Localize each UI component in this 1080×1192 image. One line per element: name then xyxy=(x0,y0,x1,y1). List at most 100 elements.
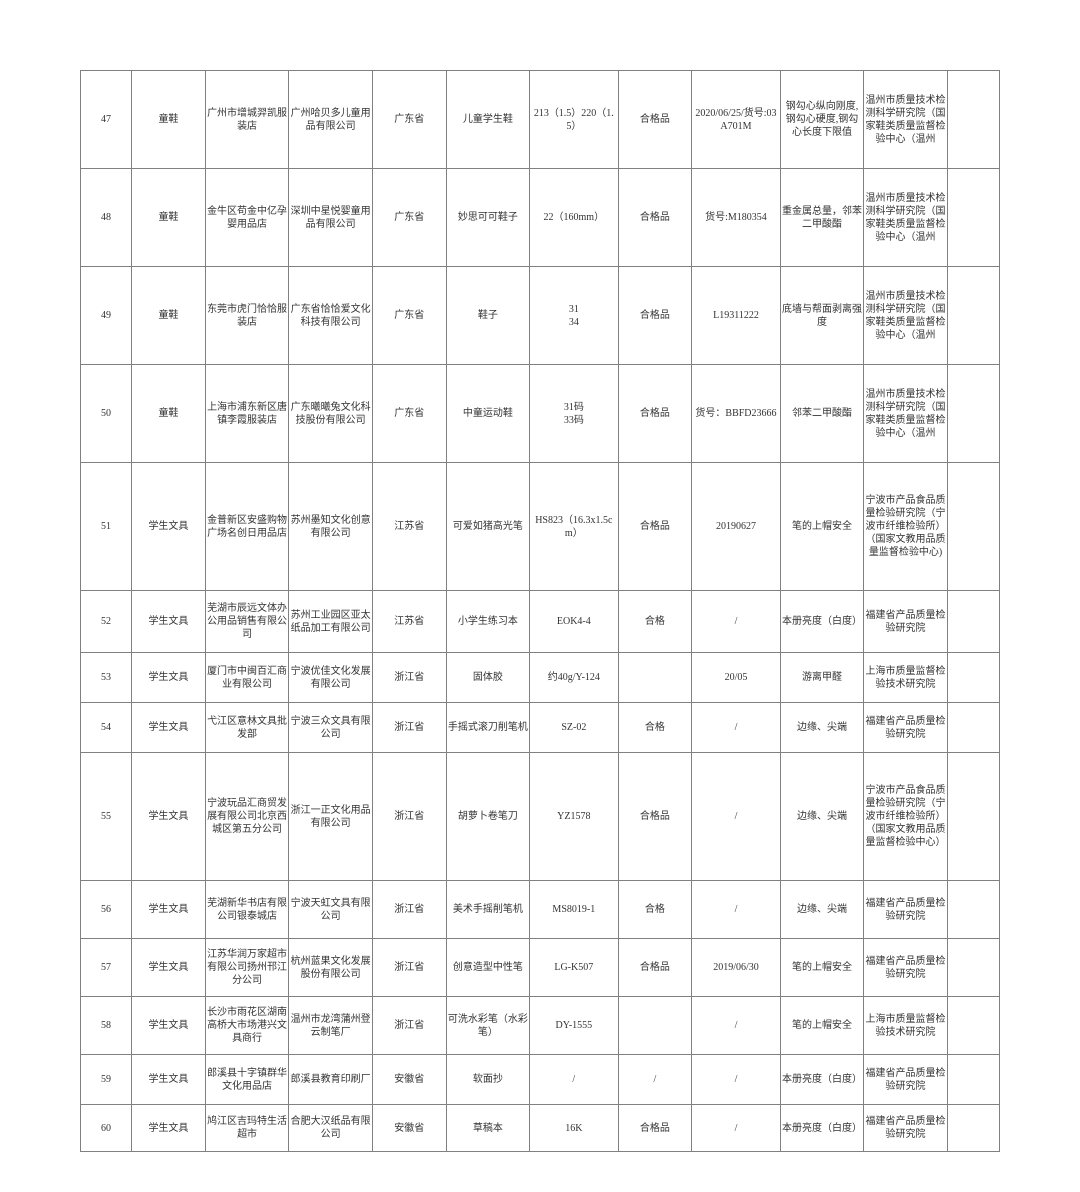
cell-spec: SZ-02 xyxy=(530,703,618,753)
cell-cat: 学生文具 xyxy=(132,463,206,591)
cell-spec: 31码33码 xyxy=(530,365,618,463)
cell-prod: 固体胶 xyxy=(446,653,530,703)
table-row: 50童鞋上海市浦东新区唐镇李霞服装店广东曦曦兔文化科技股份有限公司广东省中童运动… xyxy=(81,365,1000,463)
cell-grade: 合格品 xyxy=(618,71,692,169)
cell-cat: 童鞋 xyxy=(132,365,206,463)
cell-seller: 上海市浦东新区唐镇李霞服装店 xyxy=(205,365,289,463)
cell-seller: 厦门市中闽百汇商业有限公司 xyxy=(205,653,289,703)
cell-mfr: 宁波三众文具有限公司 xyxy=(289,703,373,753)
cell-prov: 江苏省 xyxy=(372,463,446,591)
cell-prov: 江苏省 xyxy=(372,591,446,653)
cell-seller: 金普新区安盛购物广场名创日用品店 xyxy=(205,463,289,591)
cell-grade: 合格品 xyxy=(618,753,692,881)
cell-seq: 51 xyxy=(81,463,132,591)
inspection-table: 47童鞋广州市增城羿凯服装店广州哈贝多儿童用品有限公司广东省儿童学生鞋213（1… xyxy=(80,70,1000,1152)
cell-org: 上海市质量监督检验技术研究院 xyxy=(864,997,948,1055)
cell-prov: 广东省 xyxy=(372,267,446,365)
table-row: 53学生文具厦门市中闽百汇商业有限公司宁波优佳文化发展有限公司浙江省固体胶约40… xyxy=(81,653,1000,703)
cell-item: 重金属总量，邻苯二甲酸酯 xyxy=(780,169,864,267)
cell-prod: 手摇式滚刀削笔机 xyxy=(446,703,530,753)
cell-item: 底墙与帮面剥离强度 xyxy=(780,267,864,365)
cell-org: 福建省产品质量检验研究院 xyxy=(864,881,948,939)
cell-grade xyxy=(618,997,692,1055)
cell-cat: 学生文具 xyxy=(132,939,206,997)
cell-prod: 儿童学生鞋 xyxy=(446,71,530,169)
cell-prov: 广东省 xyxy=(372,169,446,267)
cell-note xyxy=(947,365,999,463)
cell-grade: / xyxy=(618,1055,692,1105)
cell-seller: 郎溪县十字镇群华文化用品店 xyxy=(205,1055,289,1105)
cell-grade: 合格 xyxy=(618,703,692,753)
cell-seq: 58 xyxy=(81,997,132,1055)
cell-prod: 鞋子 xyxy=(446,267,530,365)
cell-prov: 浙江省 xyxy=(372,653,446,703)
cell-spec: 16K xyxy=(530,1105,618,1152)
cell-seller: 宁波玩品汇商贸发展有限公司北京西城区第五分公司 xyxy=(205,753,289,881)
cell-batch: / xyxy=(692,591,780,653)
cell-mfr: 广州哈贝多儿童用品有限公司 xyxy=(289,71,373,169)
cell-prov: 浙江省 xyxy=(372,939,446,997)
cell-spec: DY-1555 xyxy=(530,997,618,1055)
cell-prod: 胡萝卜卷笔刀 xyxy=(446,753,530,881)
cell-mfr: 广东省恰恰爱文化科技有限公司 xyxy=(289,267,373,365)
cell-item: 边缘、尖端 xyxy=(780,703,864,753)
cell-batch: / xyxy=(692,1055,780,1105)
cell-spec: YZ1578 xyxy=(530,753,618,881)
cell-cat: 学生文具 xyxy=(132,653,206,703)
cell-grade xyxy=(618,653,692,703)
cell-mfr: 合肥大汉纸品有限公司 xyxy=(289,1105,373,1152)
cell-seq: 59 xyxy=(81,1055,132,1105)
cell-org: 宁波市产品食品质量检验研究院（宁波市纤维检验所）（国家文教用品质量监督检验中心） xyxy=(864,753,948,881)
cell-item: 边缘、尖端 xyxy=(780,753,864,881)
cell-note xyxy=(947,653,999,703)
cell-spec: LG-K507 xyxy=(530,939,618,997)
cell-mfr: 浙江一正文化用品有限公司 xyxy=(289,753,373,881)
cell-mfr: 宁波优佳文化发展有限公司 xyxy=(289,653,373,703)
cell-cat: 童鞋 xyxy=(132,267,206,365)
table-row: 56学生文具芜湖新华书店有限公司银泰城店宁波天虹文具有限公司浙江省美术手摇削笔机… xyxy=(81,881,1000,939)
cell-org: 福建省产品质量检验研究院 xyxy=(864,591,948,653)
cell-grade: 合格品 xyxy=(618,1105,692,1152)
cell-mfr: 温州市龙湾蒲州登云制笔厂 xyxy=(289,997,373,1055)
cell-cat: 学生文具 xyxy=(132,1055,206,1105)
cell-spec: 约40g/Y-124 xyxy=(530,653,618,703)
cell-note xyxy=(947,169,999,267)
cell-prov: 浙江省 xyxy=(372,703,446,753)
cell-batch: L19311222 xyxy=(692,267,780,365)
cell-note xyxy=(947,939,999,997)
cell-prod: 美术手摇削笔机 xyxy=(446,881,530,939)
cell-seller: 鸠江区吉玛特生活超市 xyxy=(205,1105,289,1152)
cell-batch: 20190627 xyxy=(692,463,780,591)
cell-prov: 广东省 xyxy=(372,365,446,463)
cell-prod: 小学生练习本 xyxy=(446,591,530,653)
cell-org: 温州市质量技术检测科学研究院（国家鞋类质量监督检验中心（温州 xyxy=(864,71,948,169)
cell-org: 温州市质量技术检测科学研究院（国家鞋类质量监督检验中心（温州 xyxy=(864,267,948,365)
cell-seq: 55 xyxy=(81,753,132,881)
cell-cat: 童鞋 xyxy=(132,169,206,267)
cell-note xyxy=(947,1055,999,1105)
table-row: 51学生文具金普新区安盛购物广场名创日用品店苏州墨知文化创意有限公司江苏省可爱如… xyxy=(81,463,1000,591)
cell-item: 游离甲醛 xyxy=(780,653,864,703)
cell-seq: 49 xyxy=(81,267,132,365)
cell-org: 温州市质量技术检测科学研究院（国家鞋类质量监督检验中心（温州 xyxy=(864,365,948,463)
cell-mfr: 广东曦曦兔文化科技股份有限公司 xyxy=(289,365,373,463)
table-row: 47童鞋广州市增城羿凯服装店广州哈贝多儿童用品有限公司广东省儿童学生鞋213（1… xyxy=(81,71,1000,169)
cell-mfr: 宁波天虹文具有限公司 xyxy=(289,881,373,939)
cell-seq: 60 xyxy=(81,1105,132,1152)
cell-mfr: 苏州工业园区亚太纸品加工有限公司 xyxy=(289,591,373,653)
cell-prov: 安徽省 xyxy=(372,1105,446,1152)
cell-batch: / xyxy=(692,1105,780,1152)
cell-org: 福建省产品质量检验研究院 xyxy=(864,1055,948,1105)
cell-grade: 合格 xyxy=(618,881,692,939)
cell-batch: / xyxy=(692,881,780,939)
cell-grade: 合格品 xyxy=(618,463,692,591)
cell-grade: 合格品 xyxy=(618,939,692,997)
cell-seller: 芜湖新华书店有限公司银泰城店 xyxy=(205,881,289,939)
cell-org: 温州市质量技术检测科学研究院（国家鞋类质量监督检验中心（温州 xyxy=(864,169,948,267)
cell-seller: 芜湖市辰远文体办公用品销售有限公司 xyxy=(205,591,289,653)
cell-seq: 50 xyxy=(81,365,132,463)
cell-mfr: 郎溪县教育印刷厂 xyxy=(289,1055,373,1105)
cell-note xyxy=(947,997,999,1055)
table-row: 60学生文具鸠江区吉玛特生活超市合肥大汉纸品有限公司安徽省草稿本16K合格品/本… xyxy=(81,1105,1000,1152)
cell-cat: 童鞋 xyxy=(132,71,206,169)
